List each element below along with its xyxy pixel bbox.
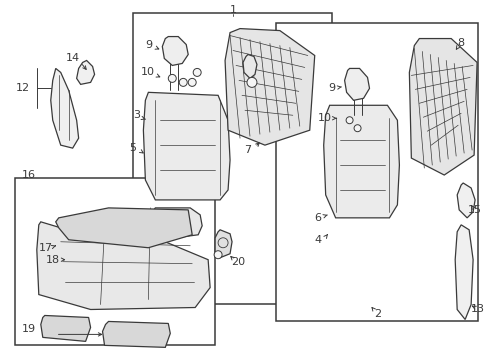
Polygon shape bbox=[454, 225, 472, 319]
Circle shape bbox=[168, 75, 176, 82]
Text: 15: 15 bbox=[467, 205, 481, 215]
Text: 1: 1 bbox=[229, 5, 236, 15]
Text: 4: 4 bbox=[313, 235, 321, 245]
Polygon shape bbox=[224, 28, 314, 145]
Text: 10: 10 bbox=[317, 113, 331, 123]
Polygon shape bbox=[143, 92, 229, 200]
Text: 6: 6 bbox=[314, 213, 321, 223]
Text: 20: 20 bbox=[230, 257, 244, 267]
Polygon shape bbox=[215, 230, 232, 258]
Circle shape bbox=[188, 78, 196, 86]
Text: 9: 9 bbox=[144, 40, 152, 50]
Polygon shape bbox=[344, 68, 369, 100]
Text: 9: 9 bbox=[327, 84, 335, 93]
Text: 8: 8 bbox=[457, 37, 464, 48]
Polygon shape bbox=[37, 222, 210, 310]
Polygon shape bbox=[41, 315, 90, 341]
Text: 7: 7 bbox=[244, 145, 251, 155]
Polygon shape bbox=[162, 37, 188, 66]
Text: 2: 2 bbox=[373, 310, 380, 319]
Circle shape bbox=[214, 251, 222, 259]
Text: 11: 11 bbox=[125, 213, 139, 223]
Polygon shape bbox=[51, 68, 79, 148]
Circle shape bbox=[179, 78, 187, 86]
Polygon shape bbox=[243, 54, 256, 78]
Polygon shape bbox=[77, 60, 94, 84]
Bar bbox=[15, 178, 215, 345]
Circle shape bbox=[246, 77, 256, 87]
Bar bbox=[275, 23, 477, 321]
Circle shape bbox=[346, 117, 352, 124]
Text: 5: 5 bbox=[129, 143, 136, 153]
Polygon shape bbox=[102, 321, 170, 347]
Bar bbox=[133, 13, 331, 303]
Polygon shape bbox=[456, 183, 474, 218]
Text: 18: 18 bbox=[45, 255, 60, 265]
Text: 16: 16 bbox=[22, 170, 36, 180]
Text: 17: 17 bbox=[39, 243, 53, 253]
Polygon shape bbox=[56, 208, 192, 248]
Circle shape bbox=[193, 68, 201, 76]
Text: 13: 13 bbox=[470, 305, 484, 315]
Text: 10: 10 bbox=[140, 67, 154, 77]
Text: 19: 19 bbox=[22, 324, 36, 334]
Polygon shape bbox=[323, 105, 399, 218]
Polygon shape bbox=[408, 39, 476, 175]
Text: 12: 12 bbox=[16, 84, 30, 93]
Polygon shape bbox=[150, 208, 202, 238]
Text: 14: 14 bbox=[65, 54, 80, 63]
Text: 3: 3 bbox=[133, 110, 140, 120]
Circle shape bbox=[353, 125, 360, 132]
